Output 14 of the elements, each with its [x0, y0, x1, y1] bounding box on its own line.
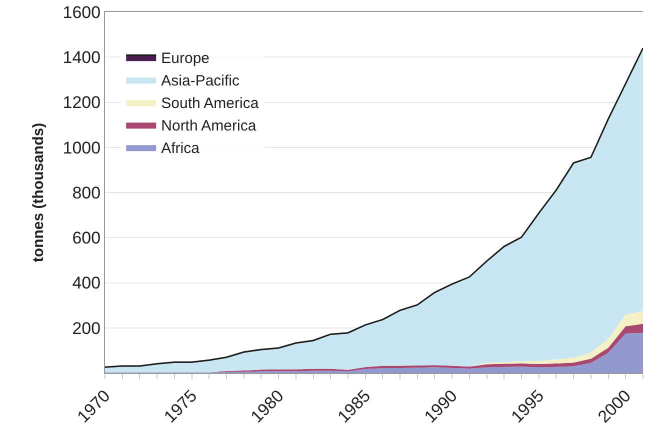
y-tick-label: 800 — [72, 183, 101, 202]
y-tick-label: 400 — [72, 274, 101, 293]
legend-label: South America — [161, 94, 260, 112]
y-tick-label: 200 — [72, 318, 101, 338]
y-tick-label: 600 — [72, 228, 101, 248]
y-tick-label: 1200 — [62, 93, 101, 112]
y-tick-label: 1000 — [62, 138, 101, 158]
y-tick-label: 1400 — [62, 48, 101, 68]
legend-label: Africa — [161, 140, 200, 157]
legend-label: Asia-Pacific — [161, 72, 240, 90]
legend-label: Europe — [161, 50, 210, 67]
y-axis-title: tonnes (thousands) — [30, 122, 48, 262]
y-tick-label: 1600 — [62, 2, 101, 22]
legend-label: North America — [161, 117, 257, 134]
